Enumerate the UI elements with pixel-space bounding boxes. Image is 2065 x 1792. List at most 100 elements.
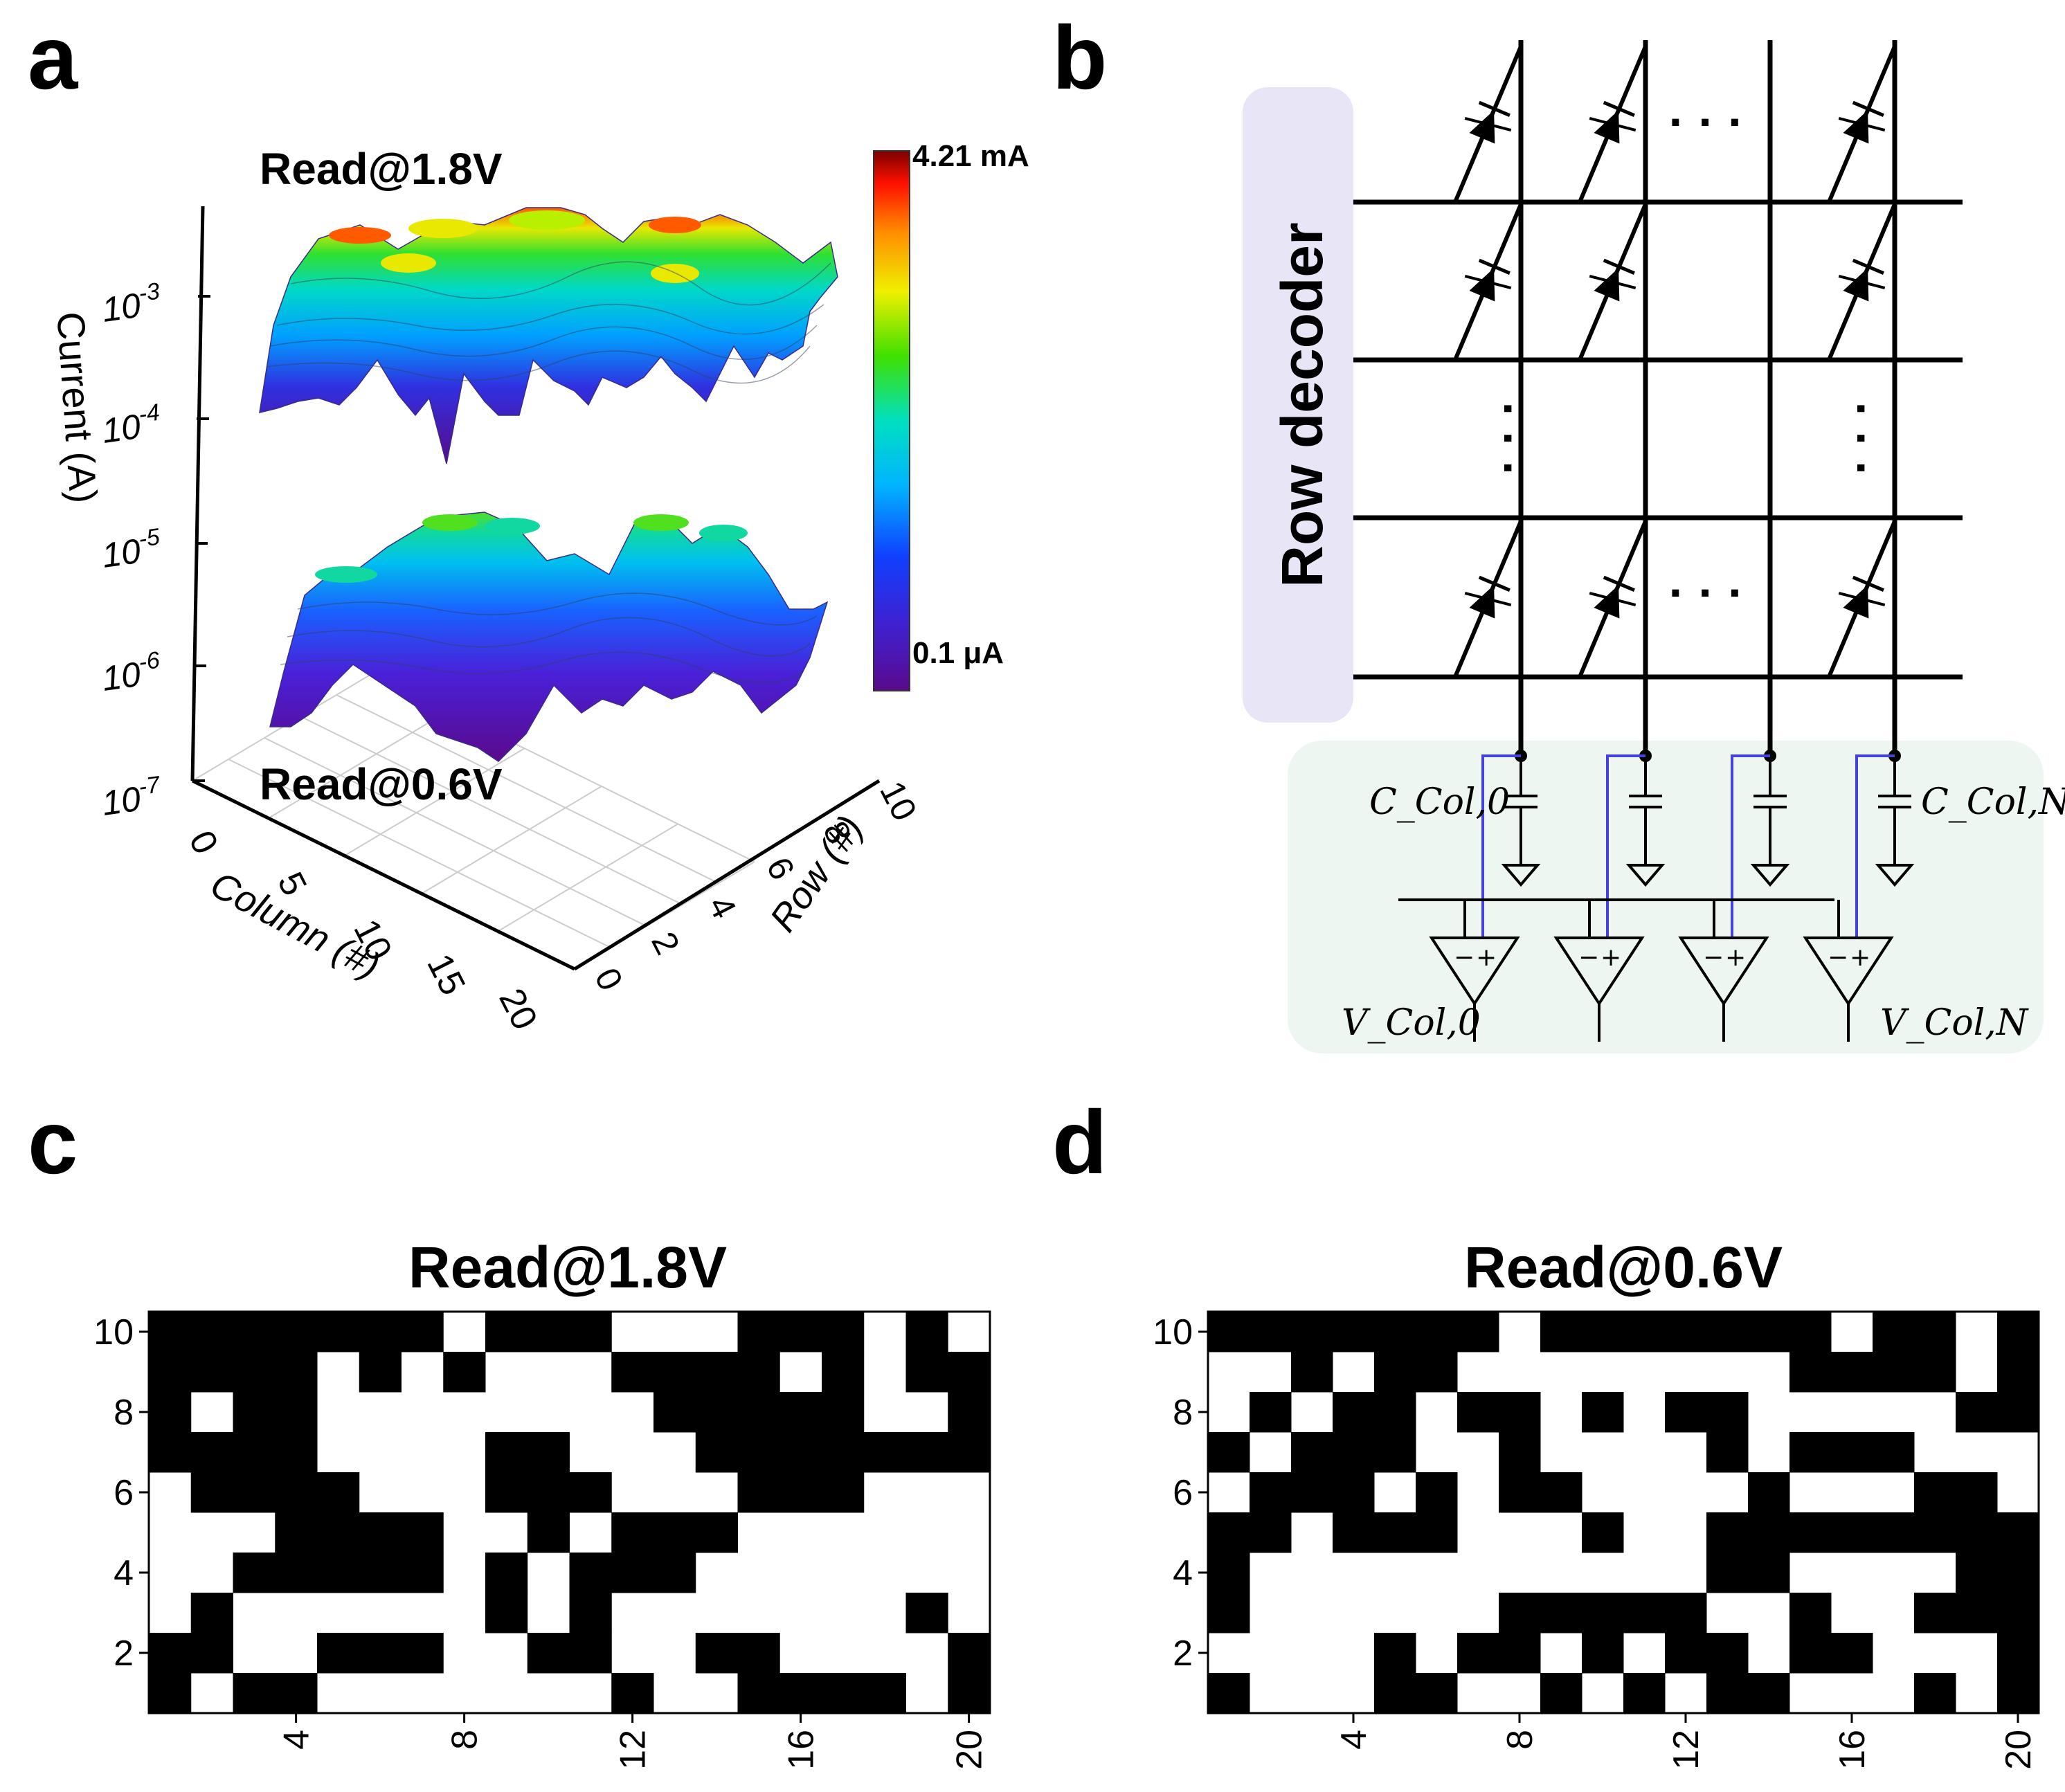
heatmap-cell [1582,1593,1624,1633]
x-tick-label: 4 [277,1730,317,1750]
heatmap-cell [1997,1392,2039,1433]
readout-box [1288,741,2044,1053]
heatmap-frame [1207,1310,2040,1714]
y-tick-label: 2 [1173,1633,1193,1674]
heatmap-cell [401,1633,444,1674]
heatmap-cell [863,1432,906,1473]
heatmap-cell [1831,1352,1873,1393]
heatmap-cell [1706,1392,1749,1433]
heatmap-cell [1416,1512,1458,1553]
heatmap-cell [1416,1673,1458,1714]
heatmap-cell [1914,1512,1956,1553]
heatmap-cell [1748,1312,1790,1352]
heatmap-cell [1416,1352,1458,1393]
memory-cell [1827,45,1897,203]
heatmap-cell [1457,1633,1499,1674]
heatmap-cell [317,1633,360,1674]
heatmap-cell [1374,1432,1416,1473]
heatmap-cell [1333,1432,1375,1473]
heatmap-cell [779,1392,822,1433]
heatmap-cell [149,1673,192,1714]
memory-cell [1453,45,1523,203]
x-tick-label: 12 [613,1730,653,1770]
heatmap-cell [1416,1472,1458,1513]
heatmap-cell [1291,1312,1333,1352]
heatmap-cell [905,1352,948,1393]
heatmap-cell [1789,1512,1832,1553]
heatmap-cell [1250,1392,1292,1433]
memory-cell [1578,203,1648,361]
heatmap-cell [317,1472,360,1513]
y-tick-label: 10 [93,1312,134,1352]
heatmap-cell [149,1352,192,1393]
heatmap-cell [1665,1593,1707,1633]
heatmap-cell [822,1352,865,1393]
ellipsis-left-vertical: · · · [1481,402,1535,478]
heatmap-cell [233,1392,276,1433]
heatmap-cell [737,1673,780,1714]
title-read-1-8v: Read@1.8V [260,144,503,194]
heatmap-cell [1956,1392,1998,1433]
heatmap-cell [1789,1432,1832,1473]
heatmap-cell [1997,1312,2039,1352]
heatmap-cell [233,1352,276,1393]
heatmap-cell [611,1553,654,1593]
heatmap-cell [1333,1472,1375,1513]
heatmap-cell [1789,1352,1832,1393]
y-tick-label: 6 [1173,1473,1193,1513]
column-tick-20: 20 [491,982,545,1036]
heatmap-cell [569,1633,612,1674]
heatmap-cell [190,1633,233,1674]
row-tick-0: 0 [587,962,631,997]
heatmap-cell [1208,1593,1250,1633]
heatmap-cell [737,1352,780,1393]
column-tick-15: 15 [419,948,473,1002]
heatmap-cell [275,1392,318,1433]
row-decoder-box [1243,87,1353,723]
heatmap-cell [485,1432,528,1473]
readout-unit: − + [1429,750,1541,1042]
panel-d: d Read@0.6V 2 4 6 8 10 4 8 12 16 20 [1052,1092,2040,1770]
heatmap-cell [1997,1673,2039,1714]
heatmap-cell [1789,1312,1832,1352]
heatmap-cell [695,1432,738,1473]
heatmap-cell [822,1432,865,1473]
y-tick-label: 8 [114,1393,134,1433]
heatmap-cell [1374,1633,1416,1674]
row-tick-4: 4 [701,890,744,925]
surface-bottom-contours [280,592,818,684]
row-tick-2: 2 [644,926,687,961]
colorbar-gradient [873,150,910,691]
heatmap-cell [737,1633,780,1674]
heatmap-cell [1914,1472,1956,1513]
heatmap-cell [1374,1512,1416,1553]
heatmap-cell [569,1593,612,1633]
heatmap-cell [1748,1512,1790,1553]
heatmap-cell [1374,1352,1416,1393]
column-tick-0: 0 [181,824,226,860]
heatmap-cell [1914,1352,1956,1393]
heatmap-cell [948,1352,991,1393]
heatmap-c-title: Read@1.8V [408,1235,727,1300]
heatmap-cell [611,1512,654,1553]
readout-unit: − + [1678,750,1790,1042]
heatmap-cell [275,1673,318,1714]
heatmap-cell [1540,1312,1582,1352]
heatmap-cell [527,1432,570,1473]
colorbar-min-label: 0.1 μA [912,636,1004,670]
volt-last-label: V_Col,N [1880,1002,2029,1044]
row-tick-10: 10 [872,775,924,827]
heatmap-cell [443,1352,486,1393]
memory-cell [1453,520,1523,678]
crossbar-cells [1453,45,1897,678]
heatmap-cell [275,1432,318,1473]
heatmap-cell [1706,1312,1749,1352]
heatmap-cell [863,1673,906,1714]
heatmap-cell [779,1472,822,1513]
heatmap-cell [1789,1633,1832,1674]
heatmap-cell [1831,1512,1873,1553]
heatmap-cell [1623,1593,1666,1633]
ellipsis-right-vertical: · · · [1834,402,1888,478]
heatmap-cell [233,1472,276,1513]
heatmap-cell [275,1312,318,1352]
